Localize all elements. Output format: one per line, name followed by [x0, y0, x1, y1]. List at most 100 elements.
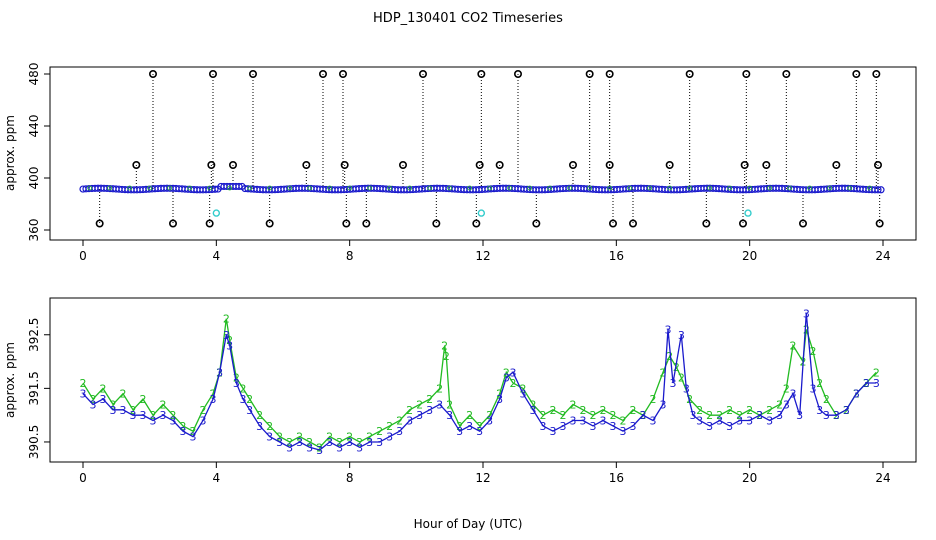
spike-point [342, 219, 351, 228]
series-3-point: 3 [746, 415, 753, 428]
series-2-point: 2 [620, 415, 627, 428]
baseline-point-green [727, 185, 733, 191]
series-3-point: 3 [160, 409, 167, 422]
series-3-point: 3 [843, 404, 850, 417]
series-2-point: 2 [810, 345, 817, 358]
series-2-point: 2 [80, 377, 87, 390]
x-tick-label: 12 [475, 249, 490, 263]
series-2-point: 2 [660, 366, 667, 379]
baseline-point-green [127, 185, 133, 191]
series-3-point: 3 [226, 339, 233, 352]
series-3-point: 3 [670, 377, 677, 390]
series-2-point: 2 [746, 404, 753, 417]
spike-point [585, 70, 594, 79]
series-2-point: 2 [520, 382, 527, 395]
series-2-point: 2 [426, 393, 433, 406]
baseline-point-green [107, 185, 113, 191]
spike-point [605, 70, 614, 79]
x-tick-label: 8 [346, 471, 354, 485]
series-3-point: 3 [650, 415, 657, 428]
spike-point [475, 161, 484, 170]
series-3-point: 3 [190, 431, 197, 444]
spike-point [740, 161, 749, 170]
series-2-point: 2 [486, 409, 493, 422]
series-2-point: 2 [510, 377, 517, 390]
series-3-point: 3 [476, 425, 483, 438]
series-3-point: 3 [620, 425, 627, 438]
series-2-point: 2 [816, 377, 823, 390]
series-3-point: 3 [510, 366, 517, 379]
baseline-point-green [587, 185, 593, 191]
series-2-point: 2 [570, 398, 577, 411]
baseline-point-green [507, 185, 513, 191]
panel-top: approx. ppm 0 4 8 12 16 20 24 360 400 440 480 [3, 63, 917, 263]
series-2-point: 2 [170, 409, 177, 422]
series-2-point: 2 [696, 404, 703, 417]
series-2-point: 2 [678, 372, 685, 385]
series-2-point: 2 [233, 372, 240, 385]
baseline-point-green [287, 185, 293, 191]
series-3-point: 3 [833, 409, 840, 422]
series-2-point: 2 [610, 409, 617, 422]
baseline-point-green [327, 185, 333, 191]
series-2-point: 2 [666, 350, 673, 363]
series-3-point: 3 [366, 436, 373, 449]
series-2-point: 2 [590, 409, 597, 422]
baseline-point-green [247, 185, 253, 191]
baseline-point-green [467, 185, 473, 191]
panel-bottom-ylabel: approx. ppm [3, 342, 17, 418]
series-3-point: 3 [726, 420, 733, 433]
series-3-point: 3 [660, 398, 667, 411]
baseline-point [874, 186, 882, 194]
baseline-point [877, 186, 885, 194]
series-3-point: 3 [233, 377, 240, 390]
series-3-point: 3 [100, 393, 107, 406]
series-3-point: 3 [590, 420, 597, 433]
series-3-point: 3 [736, 415, 743, 428]
series-2-point: 2 [100, 382, 107, 395]
series-2-point: 2 [736, 409, 743, 422]
series-3-point: 3 [803, 307, 810, 320]
spike-point [742, 70, 751, 79]
series-2-point: 2 [286, 436, 293, 449]
series-3-point: 3 [336, 441, 343, 454]
series-2-point: 2 [416, 398, 423, 411]
baseline-point-green [167, 185, 173, 191]
spike-point [209, 70, 218, 79]
series-2-point: 2 [456, 420, 463, 433]
y-tick-label: 480 [27, 63, 41, 86]
series-3-point: 3 [180, 425, 187, 438]
baseline-point-green [527, 185, 533, 191]
spike-point [149, 70, 158, 79]
series-2-point: 2 [200, 404, 207, 417]
series-3-point: 3 [130, 409, 137, 422]
series-3-point: 3 [810, 382, 817, 395]
series-2-point: 2 [160, 398, 167, 411]
x-tick-label: 12 [475, 471, 490, 485]
y-tick-label: 391.5 [27, 371, 41, 405]
series-2-point: 2 [386, 420, 393, 433]
series-2-point: 2 [550, 404, 557, 417]
series-3-point: 3 [665, 323, 672, 336]
series-2-point: 2 [90, 393, 97, 406]
panel-top-ylabel: approx. ppm [3, 115, 17, 191]
series-2-point: 2 [803, 323, 810, 336]
spike-point [432, 219, 441, 228]
baseline-point-green [147, 185, 153, 191]
spike-point [205, 219, 214, 228]
chart-title: HDP_130401 CO2 Timeseries [373, 11, 563, 26]
series-2-point: 2 [540, 409, 547, 422]
series-2-point: 2 [256, 409, 263, 422]
series-2-point: 2 [246, 393, 253, 406]
series-3-line [82, 313, 877, 451]
series-3-point: 3 [873, 377, 880, 390]
x-tick-label: 0 [79, 471, 87, 485]
spike-point [338, 70, 347, 79]
baseline-point-green [87, 185, 93, 191]
spike-point [318, 70, 327, 79]
series-2-point: 2 [150, 409, 157, 422]
baseline-point-green [347, 185, 353, 191]
series-2-point: 2 [130, 404, 137, 417]
series-3-point: 3 [110, 404, 117, 417]
